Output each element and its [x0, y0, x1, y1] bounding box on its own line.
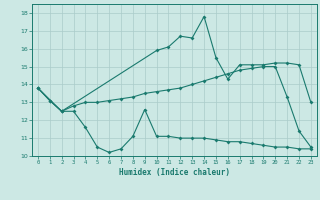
X-axis label: Humidex (Indice chaleur): Humidex (Indice chaleur) [119, 168, 230, 177]
